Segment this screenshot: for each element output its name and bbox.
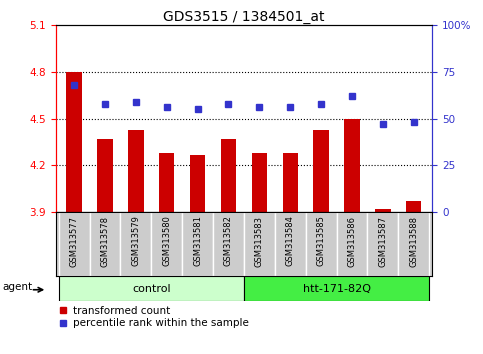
Bar <box>283 153 298 212</box>
Bar <box>58 212 89 276</box>
Bar <box>159 153 174 212</box>
Bar <box>406 201 422 212</box>
Text: GSM313584: GSM313584 <box>286 216 295 267</box>
Bar <box>368 212 398 276</box>
Bar <box>190 155 205 212</box>
Text: agent: agent <box>3 282 33 292</box>
Text: GSM313586: GSM313586 <box>347 216 356 267</box>
Text: GSM313588: GSM313588 <box>409 216 418 267</box>
Bar <box>97 139 113 212</box>
Bar <box>120 212 151 276</box>
Bar <box>252 153 267 212</box>
Text: GSM313581: GSM313581 <box>193 216 202 267</box>
Bar <box>89 212 120 276</box>
Bar <box>337 212 368 276</box>
Bar <box>182 212 213 276</box>
Title: GDS3515 / 1384501_at: GDS3515 / 1384501_at <box>163 10 325 24</box>
Bar <box>313 130 329 212</box>
Bar <box>213 212 244 276</box>
Text: GSM313580: GSM313580 <box>162 216 171 267</box>
Text: htt-171-82Q: htt-171-82Q <box>302 284 370 293</box>
Legend: transformed count, percentile rank within the sample: transformed count, percentile rank withi… <box>59 306 249 328</box>
Bar <box>66 72 82 212</box>
Bar <box>58 276 244 301</box>
Text: GSM313583: GSM313583 <box>255 216 264 267</box>
Bar <box>151 212 182 276</box>
Text: GSM313577: GSM313577 <box>70 216 79 267</box>
Text: GSM313585: GSM313585 <box>317 216 326 267</box>
Text: GSM313579: GSM313579 <box>131 216 141 267</box>
Bar <box>244 276 429 301</box>
Text: GSM313578: GSM313578 <box>100 216 110 267</box>
Bar <box>275 212 306 276</box>
Bar <box>244 212 275 276</box>
Bar <box>221 139 236 212</box>
Bar <box>306 212 337 276</box>
Bar <box>344 119 360 212</box>
Text: GSM313587: GSM313587 <box>378 216 387 267</box>
Text: control: control <box>132 284 170 293</box>
Bar <box>128 130 143 212</box>
Text: GSM313582: GSM313582 <box>224 216 233 267</box>
Bar <box>375 209 391 212</box>
Bar <box>398 212 429 276</box>
